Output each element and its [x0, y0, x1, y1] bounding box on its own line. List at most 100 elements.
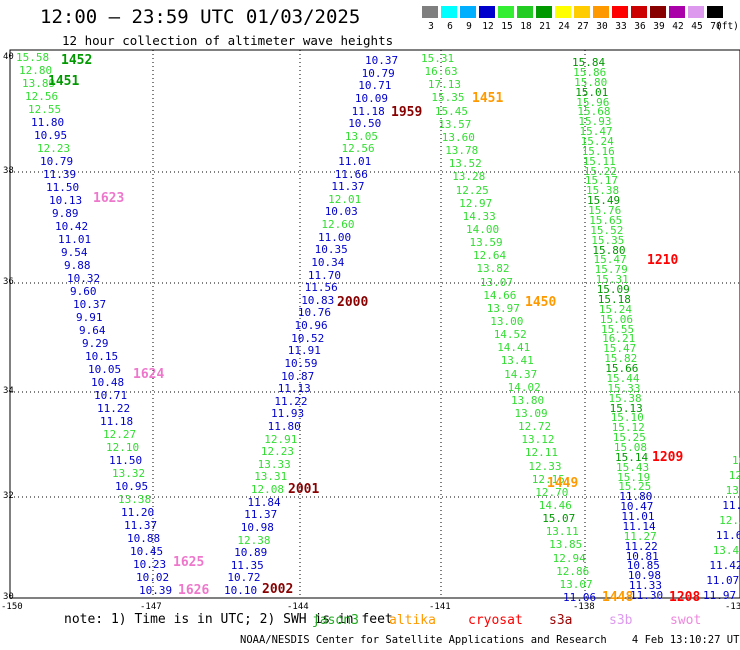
track-value: 10.23 [133, 558, 167, 571]
legend-swatch [593, 6, 609, 18]
track-value: 15.17 [584, 174, 619, 188]
track-value: 12.64 [473, 249, 507, 263]
track-value: 15.22 [583, 164, 617, 178]
credit-line: NOAA/NESDIS Center for Satellite Applica… [240, 634, 740, 646]
track-value: 13.00 [490, 314, 524, 328]
time-stamp: 1959 [391, 105, 423, 120]
track-value: 12.55 [28, 103, 62, 116]
track-value: 15.47 [603, 342, 637, 356]
lon-tick-141: -141 [429, 602, 451, 612]
track-value: 13.07 [559, 577, 593, 591]
track-value: 10.71 [94, 389, 128, 402]
sat-jason3: jason3 [312, 613, 359, 628]
track-value: 14.33 [462, 209, 496, 223]
track-value: 15.08 [613, 440, 648, 454]
lon-tick-138: -138 [573, 602, 595, 612]
track-value: 13.33 [257, 457, 291, 471]
track-value: 11.56 [304, 281, 338, 295]
lat-tick-32: 32 [3, 491, 14, 501]
track-value: 10.89 [234, 546, 268, 560]
legend-swatch [441, 6, 457, 18]
track-value: 12.33 [528, 459, 562, 473]
legend-swatch [517, 6, 533, 18]
track-value: 10.85 [626, 559, 660, 573]
track-value: 13.82 [476, 262, 510, 276]
track-value: 11.01 [58, 233, 92, 246]
sat-altika: altika [389, 613, 436, 628]
track-value: 15.65 [589, 213, 623, 227]
track-value: 15.68 [577, 105, 611, 119]
track-value: 13.78 [445, 144, 479, 157]
track-value: 13.12 [521, 433, 555, 447]
track-value: 9.88 [64, 259, 91, 272]
sat-s3b: s3b [609, 613, 633, 628]
track-value: 13.11 [545, 525, 579, 539]
legend-swatch [422, 6, 438, 18]
track-value: 14.46 [538, 499, 572, 512]
track-value: 10.76 [297, 306, 332, 320]
track-value: 9.64 [79, 324, 106, 337]
track-value: 11.22 [624, 539, 658, 553]
track-value: 12.10 [106, 441, 140, 454]
track-value: 11.93 [271, 407, 305, 421]
track-value: 15.80 [574, 75, 608, 89]
track-value: 15.31 [421, 52, 455, 65]
track-value: 11.78 [722, 499, 740, 512]
track-value: 15.45 [434, 104, 469, 118]
legend-swatch [707, 6, 723, 18]
track-value: 15.55 [601, 322, 635, 336]
track-value: 10.02 [136, 571, 170, 584]
legend-swatch [688, 6, 704, 18]
track-value: 15.58 [16, 51, 50, 64]
track-value: 10.87 [281, 369, 315, 383]
track-value: 15.79 [594, 263, 628, 277]
track-value: 15.44 [606, 371, 640, 385]
track-value: 11.50 [46, 181, 80, 194]
track-value: 12 [728, 469, 740, 482]
track-value: 13.97 [486, 301, 520, 315]
time-stamp: 1448 [602, 590, 634, 605]
track-value: 15.82 [604, 352, 638, 366]
time-stamp: 1209 [652, 450, 684, 465]
legend-label: 15 [501, 21, 513, 32]
track-value: 13.09 [514, 407, 548, 420]
track-value: 11.39 [43, 168, 77, 181]
track-value: 12.94 [552, 551, 586, 565]
track-value: 10.96 [294, 319, 328, 332]
legend-swatch [498, 6, 514, 18]
track-value: 15.49 [587, 194, 621, 208]
track-value: 10.83 [301, 293, 335, 307]
track-value: 14.41 [497, 341, 531, 355]
track-value: 17.13 [427, 78, 462, 92]
track-value: 11.84 [247, 495, 281, 509]
legend-unit: (ft) [716, 21, 739, 32]
legend-label: 6 [447, 21, 453, 32]
track-value: 15.10 [610, 411, 644, 425]
track-value: 16.63 [424, 65, 458, 79]
track-value: 11.22 [97, 402, 131, 415]
track-value: 12.60 [321, 218, 355, 231]
track-value: 11.00 [318, 230, 352, 244]
track-value: 15.13 [609, 401, 643, 415]
lon-tick-135: -13 [725, 602, 740, 612]
track-value: 11.97 [703, 589, 737, 602]
track-value: 11.91 [287, 344, 321, 358]
track-value: 10.42 [55, 220, 89, 233]
track-value: 11.18 [100, 415, 134, 428]
legend-swatch [650, 6, 666, 18]
legend-label: 27 [577, 21, 589, 32]
track-value: 16.21 [602, 332, 636, 346]
track-value: 15.47 [579, 125, 613, 139]
track-value: 11.07 [706, 574, 740, 587]
track-value: 10.79 [361, 66, 395, 80]
track-value: 9.60 [70, 285, 97, 298]
lon-tick-147: -147 [140, 602, 162, 612]
legend-label: 24 [558, 21, 570, 32]
track-value: 15.19 [617, 470, 651, 484]
track-value: 13.57 [438, 117, 472, 131]
time-stamp: 2000 [337, 295, 369, 310]
track-value: 13.41 [500, 354, 534, 368]
track-value: 10.50 [348, 117, 382, 131]
track-value: 14.02 [507, 380, 541, 394]
lat-tick-30: 30 [3, 592, 14, 602]
